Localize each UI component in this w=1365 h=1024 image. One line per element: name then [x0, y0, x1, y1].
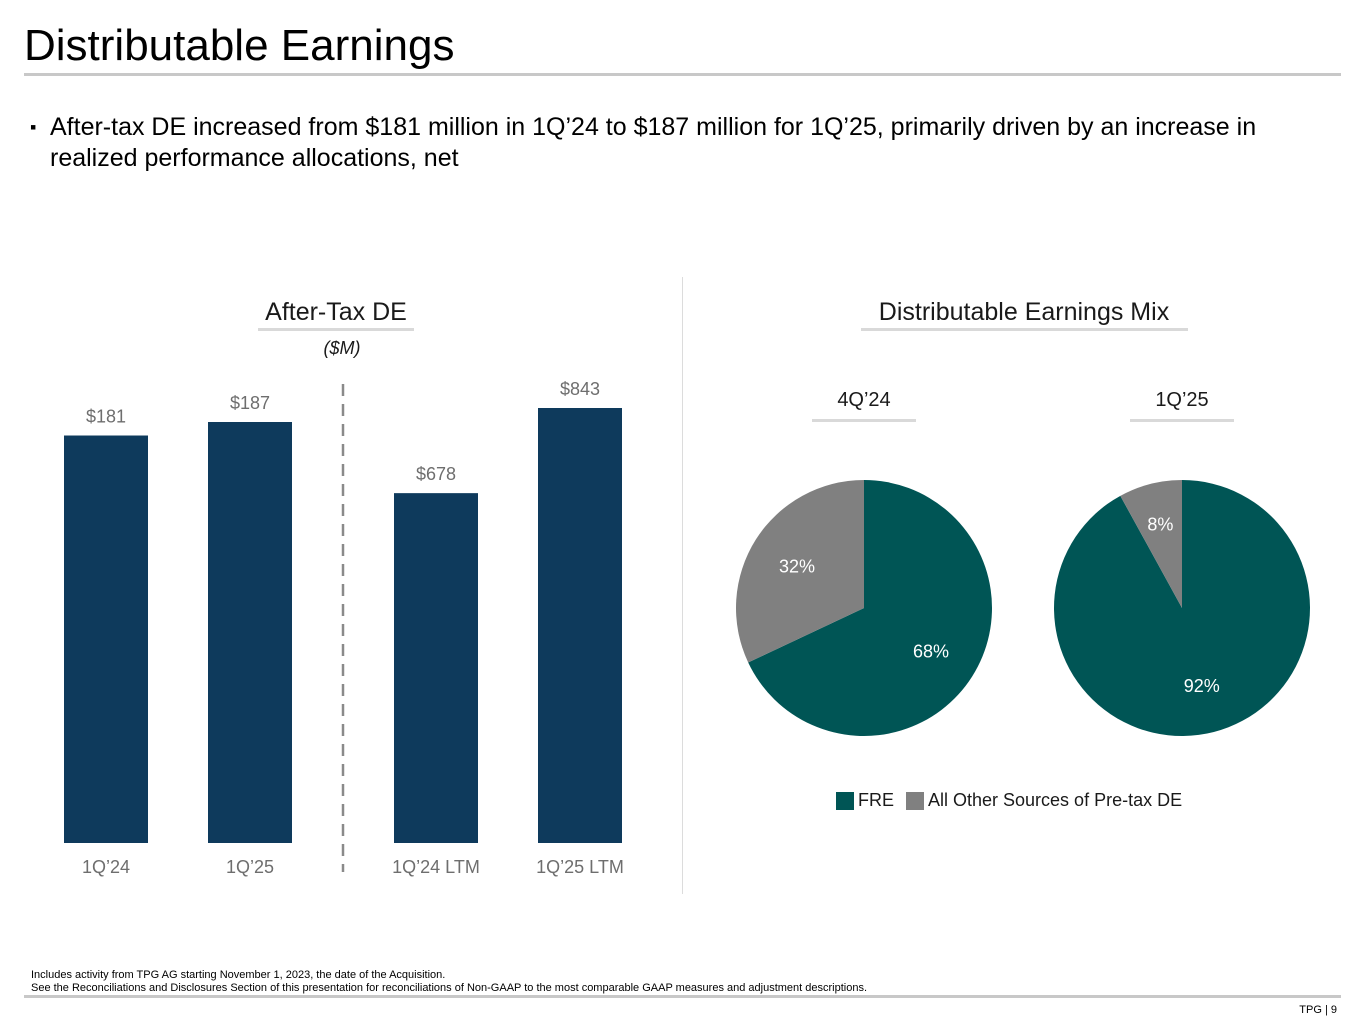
bar-0: [64, 435, 148, 843]
footer-divider: [24, 995, 1341, 998]
pie-label-1q25-underline: [1130, 419, 1234, 422]
pie-0-slice-label-1: 32%: [779, 556, 815, 576]
pie-1-slice-label-1: 8%: [1147, 515, 1173, 535]
bar-chart-title: After-Tax DE: [265, 298, 407, 326]
bullet-icon: ▪: [30, 117, 37, 137]
title-divider: [24, 73, 1341, 76]
bar-value-label-1: $187: [230, 393, 270, 413]
footnote-2: See the Reconciliations and Disclosures …: [31, 982, 868, 994]
bar-1: [208, 422, 292, 843]
pie-0-slice-0: [748, 480, 992, 736]
pie-1-slice-0: [1054, 480, 1310, 737]
section-divider: [682, 277, 683, 894]
bar-value-label-0: $181: [86, 407, 126, 427]
pie-label-4q24-underline: [812, 419, 916, 422]
bar-chart: $181 1Q’24 $187 1Q’25 $678 1Q’24 LTM $843 1Q’25…: [64, 379, 624, 877]
bar-chart-title-underline: [258, 328, 414, 331]
pie-1-slice-label-0: 92%: [1184, 676, 1220, 696]
legend-swatch-other: [906, 791, 924, 810]
bar-3: [538, 408, 622, 843]
pie-label-4q24: 4Q’24: [837, 389, 891, 411]
footnote-1: Includes activity from TPG AG starting N…: [31, 969, 446, 981]
bar-category-label-1: 1Q’25: [226, 857, 274, 877]
summary-bullet: ▪ After-tax DE increased from $181 milli…: [30, 112, 1340, 174]
bar-category-label-3: 1Q’25 LTM: [536, 857, 624, 877]
pie-label-1q25: 1Q’25: [1155, 389, 1209, 411]
page-number: TPG | 9: [1299, 1004, 1337, 1016]
pie-chart-title: Distributable Earnings Mix: [878, 298, 1170, 326]
bar-2: [394, 493, 478, 843]
pie-0-slice-label-0: 68%: [913, 642, 949, 662]
legend-label-fre: FRE: [858, 790, 894, 810]
footnotes: Includes activity from TPG AG starting N…: [31, 969, 867, 995]
bar-category-label-0: 1Q’24: [82, 857, 130, 877]
pie-1-slice-1: [1120, 480, 1182, 608]
legend-swatch-fre: [836, 791, 854, 810]
bar-chart-unit: ($M): [323, 338, 361, 358]
bar-category-label-2: 1Q’24 LTM: [392, 857, 480, 877]
bar-value-label-3: $843: [560, 379, 600, 399]
bullet-text: After-tax DE increased from $181 million…: [50, 113, 1257, 172]
pie-legend: FRE All Other Sources of Pre-tax DE: [836, 790, 1194, 811]
legend-item-other: All Other Sources of Pre-tax DE: [906, 790, 1182, 811]
page-title: Distributable Earnings: [24, 21, 455, 70]
legend-label-other: All Other Sources of Pre-tax DE: [928, 790, 1183, 810]
legend-item-fre: FRE: [836, 790, 894, 811]
pie-0-slice-1: [736, 480, 864, 663]
pie-chart-title-underline: [861, 328, 1188, 331]
bar-value-label-2: $678: [416, 464, 456, 484]
